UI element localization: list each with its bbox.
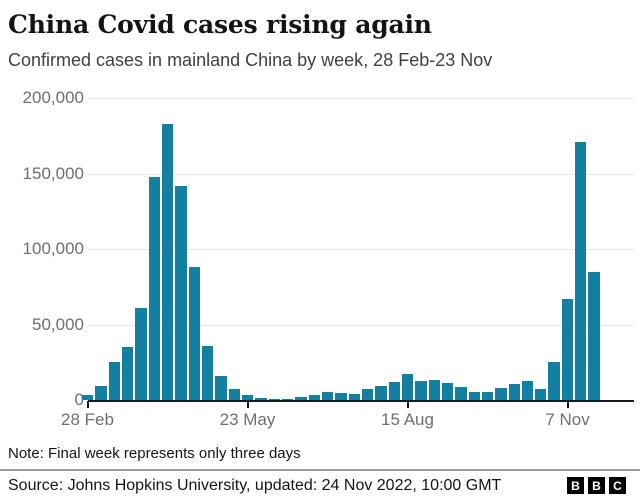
- chart-subtitle: Confirmed cases in mainland China by wee…: [8, 50, 493, 70]
- bar-28-feb: [82, 395, 94, 400]
- source-text: Source: Johns Hopkins University, update…: [8, 477, 502, 494]
- bar-series: [82, 98, 600, 400]
- bar-29-aug: [428, 380, 440, 400]
- bar-18-apr: [175, 185, 187, 400]
- bar-3-oct: [495, 388, 507, 400]
- bar-26-sep: [481, 391, 494, 400]
- bar-23-may: [241, 395, 254, 400]
- bar-11-jul: [335, 393, 347, 400]
- x-tick-mark: [86, 401, 89, 408]
- gridline: [88, 249, 634, 250]
- x-tick-label: 15 Aug: [381, 410, 434, 429]
- bar-14-nov: [575, 141, 587, 400]
- x-tick-label: 7 Nov: [545, 410, 590, 429]
- bar-10-oct: [508, 383, 520, 400]
- x-tick-mark: [406, 401, 409, 408]
- footer-divider: [0, 469, 640, 471]
- bar-17-oct: [521, 380, 534, 400]
- bar-30-may: [255, 397, 267, 400]
- plot-area: 0 50,000 100,000 150,000 200,000: [0, 88, 640, 409]
- bar-9-may: [215, 375, 227, 400]
- x-tick-label: 28 Feb: [61, 410, 114, 429]
- bar-18-jul: [348, 393, 360, 400]
- bbc-logo-letter: C: [609, 477, 626, 494]
- bar-25-jul: [361, 389, 374, 400]
- y-tick-label: 0: [74, 390, 84, 409]
- source-bar: Source: Johns Hopkins University, update…: [0, 475, 640, 500]
- chart-title: China Covid cases rising again: [8, 10, 432, 39]
- bar-24-oct: [535, 389, 547, 400]
- bar-27-jun: [308, 395, 320, 400]
- x-tick-label: 23 May: [219, 410, 276, 429]
- chart-note: Note: Final week represents only three d…: [8, 445, 301, 462]
- bar-21-nov: [588, 271, 600, 400]
- bar-2-may: [201, 345, 214, 400]
- x-axis: 28 Feb 23 May 15 Aug 7 Nov: [0, 400, 640, 436]
- bar-13-jun: [281, 398, 294, 400]
- bar-8-aug: [388, 381, 400, 400]
- bar-1-aug: [375, 386, 387, 400]
- y-tick-label: 50,000: [32, 314, 84, 334]
- bar-7-mar: [95, 385, 107, 400]
- x-tick-mark: [566, 401, 569, 408]
- y-tick-label: 150,000: [22, 163, 84, 183]
- y-tick-label: 100,000: [22, 239, 84, 258]
- bar-12-sep: [455, 387, 467, 400]
- gridline: [88, 98, 634, 99]
- bar-4-apr: [148, 176, 160, 400]
- bar-22-aug: [415, 381, 427, 400]
- bbc-logo-letter: B: [567, 477, 584, 494]
- gridline: [88, 173, 634, 175]
- x-tick-mark: [246, 401, 249, 408]
- bar-11-apr: [161, 123, 174, 400]
- bar-20-jun: [295, 397, 307, 400]
- bar-14-mar: [108, 362, 120, 400]
- bar-21-mar: [121, 347, 134, 400]
- bar-16-may: [228, 389, 240, 400]
- gridline: [88, 324, 634, 326]
- bbc-logo-letter: B: [588, 477, 605, 494]
- bar-15-aug: [401, 374, 414, 400]
- bar-4-jul: [321, 392, 334, 400]
- bar-7-nov: [561, 298, 574, 400]
- bar-5-sep: [441, 383, 454, 400]
- bar-6-jun: [268, 398, 280, 400]
- bar-25-apr: [188, 267, 200, 400]
- bar-19-sep: [468, 392, 480, 400]
- bar-31-oct: [548, 362, 560, 400]
- bar-28-mar: [135, 307, 147, 400]
- x-axis-line: [88, 400, 634, 402]
- y-tick-label: 200,000: [22, 88, 84, 107]
